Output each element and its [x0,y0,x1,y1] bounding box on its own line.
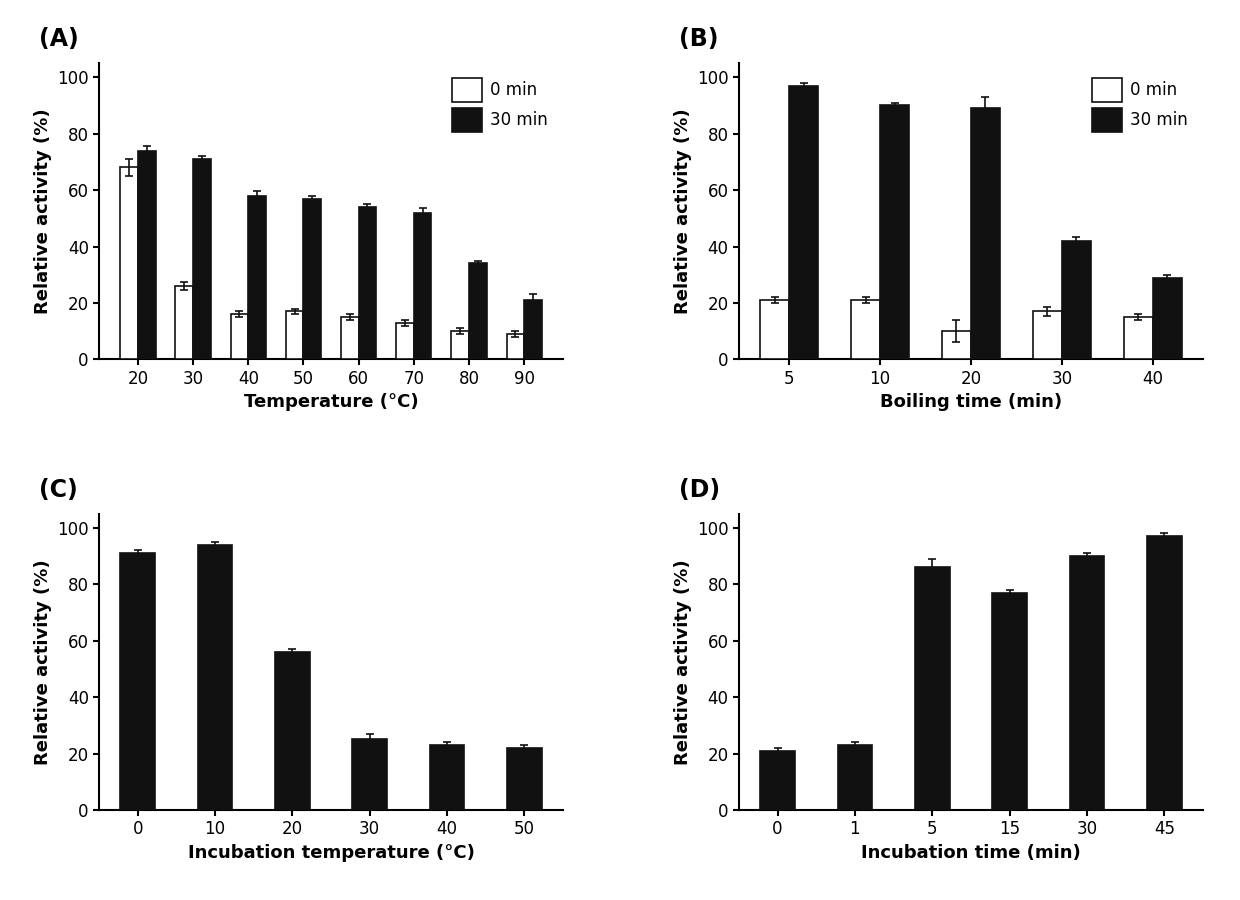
Bar [760,300,789,359]
Bar [451,331,469,359]
Bar [341,317,358,359]
Bar [175,286,193,359]
X-axis label: Temperature (°C): Temperature (°C) [244,393,418,411]
X-axis label: Incubation temperature (°C): Incubation temperature (°C) [187,844,475,862]
Bar [880,105,909,359]
Bar [414,212,432,359]
Y-axis label: Relative activity (%): Relative activity (%) [33,559,52,765]
X-axis label: Incubation time (min): Incubation time (min) [861,844,1081,862]
Bar [507,748,542,810]
Bar [1153,277,1182,359]
Bar [304,199,321,359]
Bar [506,334,525,359]
Bar [971,108,999,359]
Bar [1123,317,1153,359]
Bar [231,314,248,359]
Bar [525,300,542,359]
Legend: 0 min, 30 min: 0 min, 30 min [1085,71,1194,139]
Y-axis label: Relative activity (%): Relative activity (%) [33,108,52,314]
Bar [789,86,818,359]
Bar [138,150,155,359]
Bar [120,554,155,810]
Text: (A): (A) [38,27,78,51]
Bar [197,544,232,810]
Text: (B): (B) [678,27,718,51]
Bar [851,300,880,359]
Text: (C): (C) [38,478,78,502]
Bar [915,567,950,810]
Bar [358,207,376,359]
Bar [248,195,265,359]
Bar [193,159,211,359]
Bar [1033,311,1061,359]
Legend: 0 min, 30 min: 0 min, 30 min [445,71,554,139]
Bar [275,652,310,810]
Bar [992,592,1027,810]
Bar [120,167,138,359]
Bar [837,745,872,810]
X-axis label: Boiling time (min): Boiling time (min) [880,393,1061,411]
Bar [760,751,795,810]
Text: (D): (D) [678,478,720,502]
Bar [396,323,414,359]
Bar [352,740,387,810]
Bar [469,264,486,359]
Bar [1070,556,1105,810]
Y-axis label: Relative activity (%): Relative activity (%) [673,108,692,314]
Y-axis label: Relative activity (%): Relative activity (%) [673,559,692,765]
Bar [1147,536,1182,810]
Bar [285,311,304,359]
Bar [430,745,465,810]
Bar [1061,241,1091,359]
Bar [942,331,971,359]
